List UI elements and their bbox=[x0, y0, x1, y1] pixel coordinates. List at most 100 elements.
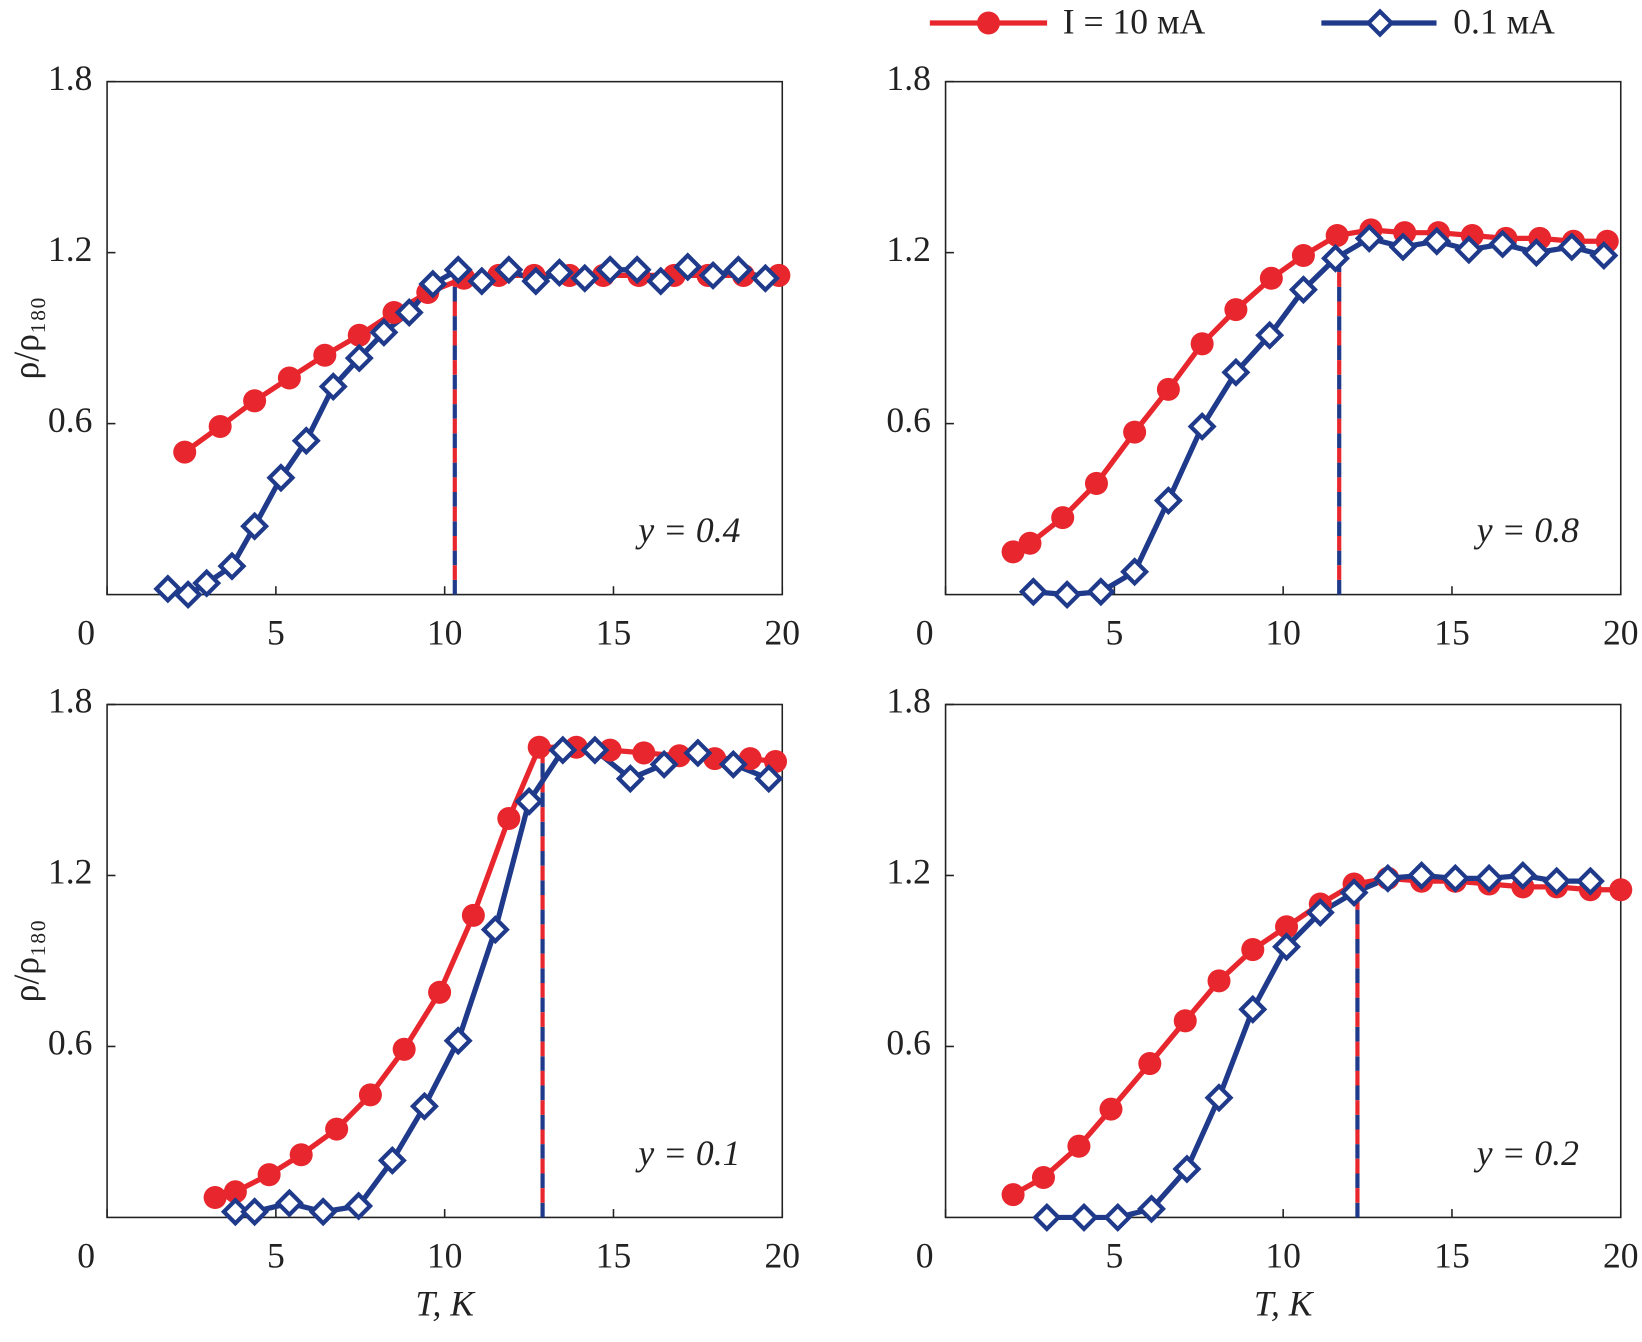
data-point bbox=[723, 255, 753, 285]
data-point bbox=[683, 738, 713, 768]
data-point bbox=[1272, 932, 1302, 962]
data-point bbox=[718, 749, 748, 779]
annotation: y = 0.8 bbox=[1474, 510, 1579, 550]
data-point bbox=[1422, 226, 1452, 256]
x-tick-label: 15 bbox=[1434, 1235, 1470, 1275]
data-point bbox=[243, 389, 267, 413]
data-point bbox=[1190, 332, 1214, 356]
data-point bbox=[1221, 357, 1251, 387]
data-point bbox=[480, 915, 510, 945]
x-tick-label: 10 bbox=[1265, 613, 1301, 653]
data-point bbox=[1407, 860, 1437, 890]
data-point bbox=[527, 735, 551, 759]
data-point bbox=[649, 749, 679, 779]
panel: 0.6 1.2 1.8 0 5 10 15 20 ρ/ρ₁₈₀ y = 0.4 bbox=[6, 58, 800, 653]
data-point bbox=[521, 266, 551, 296]
legend-label: 0.1 мА bbox=[1453, 1, 1555, 41]
data-point bbox=[1067, 1134, 1091, 1158]
data-point bbox=[1123, 420, 1147, 444]
y-tick-label: 0.6 bbox=[48, 400, 92, 440]
data-point bbox=[595, 255, 625, 285]
data-point bbox=[580, 735, 610, 765]
legend: I = 10 мА 0.1 мА bbox=[929, 1, 1555, 41]
data-point bbox=[392, 1037, 416, 1061]
data-point bbox=[544, 258, 574, 288]
data-point bbox=[394, 297, 424, 327]
data-point bbox=[1542, 866, 1572, 896]
data-point bbox=[548, 735, 578, 765]
y-tick-label: 0.6 bbox=[48, 1023, 92, 1063]
data-point bbox=[1224, 298, 1248, 322]
data-point bbox=[153, 574, 183, 604]
x-tick-label: 20 bbox=[1603, 613, 1639, 653]
data-point bbox=[428, 980, 452, 1004]
data-point bbox=[325, 1117, 349, 1141]
data-point bbox=[1051, 506, 1075, 530]
data-point bbox=[750, 263, 780, 293]
data-point bbox=[1365, 8, 1395, 38]
data-point bbox=[418, 269, 448, 299]
x-tick-label: 5 bbox=[267, 1235, 285, 1275]
data-point bbox=[698, 260, 728, 290]
data-point bbox=[1207, 969, 1231, 993]
x-tick-label: 20 bbox=[764, 1235, 800, 1275]
data-point bbox=[1354, 223, 1384, 253]
data-point bbox=[1018, 577, 1048, 607]
data-point bbox=[514, 786, 544, 816]
y-tick-label: 1.2 bbox=[886, 852, 930, 892]
data-point bbox=[289, 1143, 313, 1167]
y-tick-label: 1.8 bbox=[886, 58, 930, 98]
y-tick-label: 1.2 bbox=[48, 852, 92, 892]
data-point bbox=[1508, 860, 1538, 890]
data-point bbox=[598, 738, 622, 762]
data-point bbox=[570, 263, 600, 293]
data-point bbox=[1187, 411, 1217, 441]
annotation: y = 0.4 bbox=[635, 510, 740, 550]
data-point bbox=[622, 255, 652, 285]
data-point bbox=[217, 551, 247, 581]
data-point bbox=[1288, 275, 1318, 305]
data-point bbox=[1018, 531, 1042, 555]
y-tick-label: 1.2 bbox=[48, 229, 92, 269]
data-point bbox=[1275, 915, 1299, 939]
data-point bbox=[615, 764, 645, 794]
data-point bbox=[1156, 377, 1180, 401]
data-point bbox=[208, 414, 232, 438]
data-point bbox=[1001, 1183, 1025, 1207]
x-tick-label: 15 bbox=[1434, 613, 1470, 653]
data-point bbox=[1031, 1166, 1055, 1190]
data-point bbox=[1103, 1202, 1133, 1232]
data-point bbox=[173, 580, 203, 610]
data-point bbox=[257, 1163, 281, 1187]
data-point bbox=[1204, 1083, 1234, 1113]
data-point bbox=[1255, 320, 1285, 350]
data-point bbox=[220, 1197, 250, 1227]
panel: 0.6 1.2 1.8 0 5 10 15 20 y = 0.8 bbox=[886, 58, 1638, 653]
data-point bbox=[1032, 1202, 1062, 1232]
x-tick-label: 10 bbox=[1265, 1235, 1301, 1275]
data-point bbox=[223, 1180, 247, 1204]
data-point bbox=[1069, 1202, 1099, 1232]
data-point bbox=[494, 255, 524, 285]
data-point bbox=[1488, 229, 1518, 259]
y-tick-label: 1.2 bbox=[886, 229, 930, 269]
data-point bbox=[1373, 863, 1403, 893]
data-point bbox=[1474, 863, 1504, 893]
data-point bbox=[173, 440, 197, 464]
x-tick-label: 5 bbox=[267, 613, 285, 653]
data-point bbox=[313, 343, 337, 367]
data-point bbox=[1321, 243, 1350, 273]
series-line bbox=[183, 272, 779, 455]
data-point bbox=[1521, 238, 1551, 268]
data-point bbox=[347, 323, 371, 347]
data-point bbox=[1440, 863, 1470, 893]
y-tick-label: 0.6 bbox=[886, 1023, 930, 1063]
data-point bbox=[1120, 557, 1150, 587]
x-tick-label: 15 bbox=[596, 1235, 632, 1275]
panel: 0.6 1.2 1.8 0 5 10 15 20 ρ/ρ₁₈₀ T, K y = 0.1 bbox=[6, 681, 800, 1324]
data-point bbox=[1589, 241, 1619, 270]
data-point bbox=[1325, 224, 1349, 248]
data-point bbox=[308, 1197, 338, 1227]
y-axis-label: ρ/ρ₁₈₀ bbox=[6, 920, 46, 1003]
